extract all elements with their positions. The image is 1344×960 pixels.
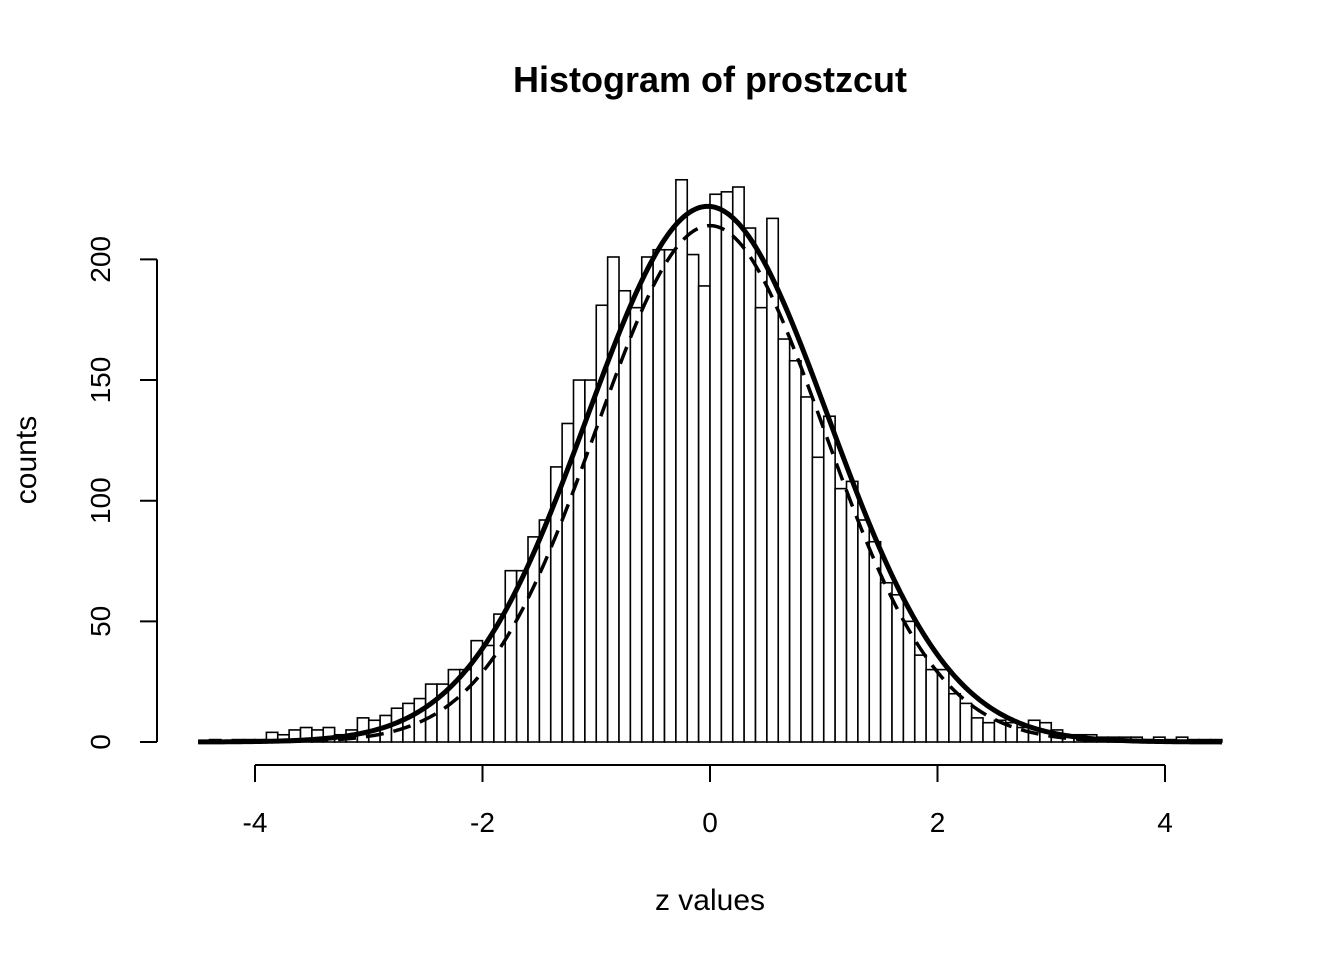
density-curves: [198, 203, 1222, 745]
histogram-bar: [697, 285, 711, 743]
histogram-bar: [731, 186, 745, 743]
histogram-bar: [822, 415, 836, 743]
histogram-bar: [788, 359, 802, 743]
histogram-bar: [913, 654, 927, 743]
histogram-bar: [515, 569, 529, 743]
x-tick-label: 2: [930, 807, 946, 838]
histogram-bar: [936, 668, 950, 743]
histogram-bar: [777, 338, 791, 743]
x-tick-label: -4: [243, 807, 268, 838]
histogram-bar: [709, 193, 723, 743]
y-axis-label: counts: [10, 416, 43, 504]
histogram-bar: [902, 620, 916, 743]
x-axis: -4 -2 0 2 4: [243, 764, 1173, 838]
histogram-bar: [720, 191, 734, 743]
histogram-bar: [834, 487, 848, 743]
histogram-bar: [811, 456, 825, 743]
y-tick-label: 100: [85, 477, 116, 524]
histogram-bar: [538, 519, 552, 743]
histogram-bar: [686, 253, 700, 743]
x-axis-label: z values: [655, 884, 765, 917]
histogram-bar: [652, 248, 666, 743]
y-axis: 0 50 100 150 200: [85, 236, 158, 750]
histogram-bars: [208, 178, 1223, 743]
histogram-bar: [629, 306, 643, 743]
histogram-bar: [675, 178, 689, 743]
x-tick-label: 0: [702, 807, 718, 838]
y-tick-label: 200: [85, 236, 116, 283]
histogram-bar: [640, 256, 654, 743]
histogram-bar: [606, 256, 620, 743]
histogram-bar: [743, 227, 757, 743]
histogram-bar: [402, 702, 416, 743]
histogram-bar: [754, 306, 768, 743]
y-tick-label: 50: [85, 606, 116, 637]
histogram-bar: [948, 692, 962, 743]
histogram-bar: [959, 702, 973, 743]
x-tick-label: -2: [470, 807, 495, 838]
histogram-bar: [925, 668, 939, 743]
histogram-bar: [982, 721, 996, 743]
histogram-bar: [800, 396, 814, 743]
dashed-density-curve: [198, 223, 1222, 744]
y-tick-label: 150: [85, 357, 116, 404]
histogram-bar: [663, 248, 677, 743]
histogram-bar: [493, 613, 507, 743]
histogram-bar: [458, 668, 472, 743]
y-tick-label: 0: [85, 734, 116, 750]
histogram-bar: [857, 519, 871, 743]
histogram-bar: [970, 717, 984, 743]
chart-title: Histogram of prostzcut: [513, 59, 907, 100]
x-tick-label: 4: [1157, 807, 1173, 838]
solid-density-curve: [198, 203, 1222, 745]
histogram-bar: [879, 581, 893, 743]
histogram-bar: [891, 594, 905, 743]
